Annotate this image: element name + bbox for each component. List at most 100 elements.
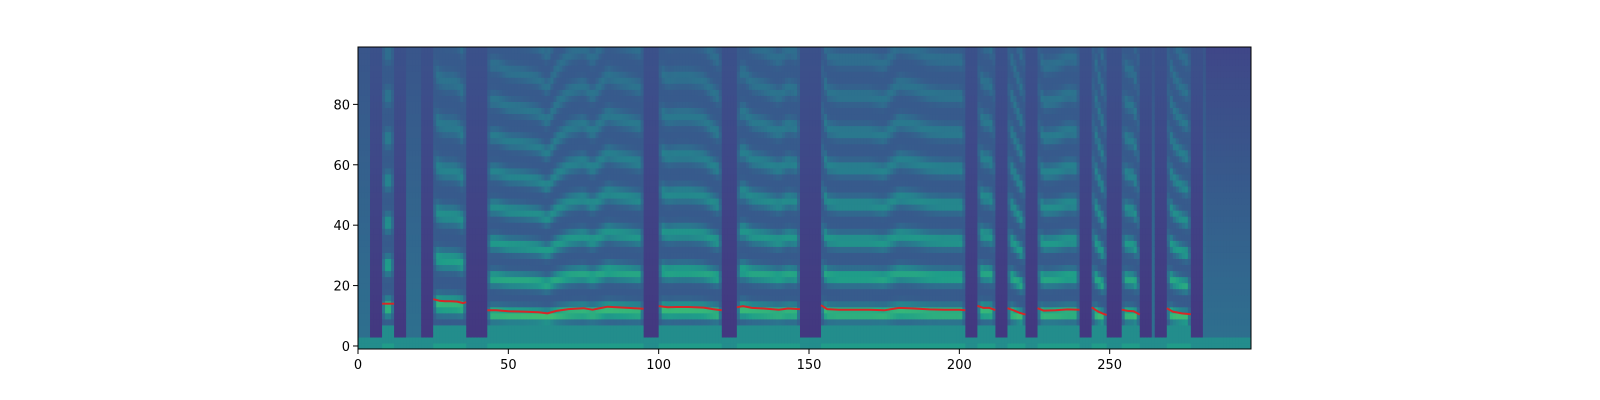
heatmap-cell: [439, 258, 443, 266]
heatmap-cell: [526, 234, 530, 241]
heatmap-cell: [391, 252, 395, 259]
heatmap-cell: [430, 173, 434, 181]
heatmap-cell: [466, 216, 470, 223]
heatmap-cell: [508, 246, 512, 253]
heatmap-cell: [442, 294, 446, 302]
heatmap-cell: [580, 306, 585, 314]
heatmap-cell: [514, 179, 518, 187]
heatmap-cell: [373, 131, 377, 139]
heatmap-cell: [562, 210, 567, 217]
heatmap-cell: [538, 185, 543, 193]
heatmap-cell: [388, 53, 392, 60]
heatmap-cell: [409, 95, 413, 102]
heatmap-cell: [433, 198, 437, 205]
heatmap-cell: [481, 294, 485, 302]
heatmap-cell: [541, 101, 546, 108]
heatmap-cell: [568, 198, 573, 205]
heatmap-cell: [490, 336, 494, 344]
heatmap-cell: [388, 131, 392, 139]
heatmap-cell: [520, 312, 524, 320]
heatmap-cell: [364, 119, 368, 127]
heatmap-cell: [370, 240, 374, 247]
heatmap-cell: [475, 252, 479, 259]
heatmap-cell: [457, 240, 461, 247]
heatmap-cell: [553, 342, 558, 349]
heatmap-cell: [379, 65, 383, 72]
heatmap-cell: [439, 324, 443, 332]
heatmap-cell: [454, 77, 458, 84]
heatmap-cell: [427, 59, 431, 66]
heatmap-cell: [454, 53, 458, 60]
heatmap-cell: [424, 179, 428, 187]
heatmap-cell: [496, 137, 500, 145]
heatmap-cell: [532, 294, 536, 302]
heatmap-cell: [475, 89, 479, 96]
heatmap-cell: [358, 276, 362, 284]
heatmap-cell: [457, 107, 461, 115]
heatmap-cell: [379, 143, 383, 151]
heatmap-cell: [586, 113, 591, 121]
heatmap-cell: [502, 47, 506, 54]
heatmap-cell: [505, 155, 509, 163]
heatmap-cell: [424, 101, 428, 108]
heatmap-cell: [373, 240, 377, 247]
heatmap-cell: [436, 318, 440, 326]
heatmap-cell: [370, 155, 374, 163]
heatmap-cell: [478, 330, 482, 338]
heatmap-cell: [361, 185, 365, 193]
heatmap-cell: [472, 288, 476, 296]
heatmap-cell: [439, 342, 443, 349]
heatmap-cell: [454, 240, 458, 247]
heatmap-cell: [586, 47, 591, 54]
heatmap-cell: [574, 270, 579, 278]
heatmap-cell: [406, 95, 410, 102]
heatmap-cell: [526, 167, 530, 175]
heatmap-cell: [391, 282, 395, 290]
heatmap-cell: [517, 89, 521, 96]
heatmap-cell: [469, 95, 473, 102]
heatmap-cell: [520, 77, 524, 84]
heatmap-cell: [454, 155, 458, 163]
heatmap-cell: [469, 234, 473, 241]
heatmap-cell: [532, 65, 536, 72]
heatmap-cell: [568, 342, 573, 349]
heatmap-cell: [577, 318, 582, 326]
heatmap-cell: [538, 276, 543, 284]
heatmap-cell: [493, 258, 497, 266]
heatmap-cell: [448, 125, 452, 133]
heatmap-cell: [376, 246, 380, 253]
heatmap-cell: [439, 330, 443, 338]
heatmap-cell: [463, 143, 467, 151]
heatmap-cell: [565, 155, 570, 163]
heatmap-cell: [550, 101, 555, 108]
heatmap-cell: [511, 59, 515, 66]
heatmap-cell: [376, 270, 380, 278]
heatmap-cell: [421, 131, 425, 139]
heatmap-cell: [472, 312, 476, 320]
heatmap-cell: [526, 336, 530, 344]
heatmap-cell: [463, 234, 467, 241]
heatmap-cell: [523, 318, 527, 326]
heatmap-cell: [559, 143, 564, 151]
heatmap-cell: [397, 173, 401, 181]
heatmap-cell: [433, 318, 437, 326]
heatmap-cell: [406, 53, 410, 60]
heatmap-cell: [553, 113, 558, 121]
heatmap-cell: [490, 155, 494, 163]
heatmap-cell: [409, 270, 413, 278]
heatmap-cell: [469, 125, 473, 133]
heatmap-cell: [472, 65, 476, 72]
heatmap-cell: [523, 89, 527, 96]
heatmap-cell: [463, 179, 467, 187]
heatmap-cell: [574, 336, 579, 344]
heatmap-cell: [418, 240, 422, 247]
heatmap-cell: [499, 204, 503, 211]
heatmap-cell: [541, 191, 546, 199]
heatmap-cell: [445, 179, 449, 187]
heatmap-cell: [448, 198, 452, 205]
heatmap-cell: [391, 149, 395, 157]
heatmap-cell: [448, 342, 452, 349]
heatmap-cell: [457, 83, 461, 90]
heatmap-cell: [520, 149, 524, 157]
heatmap-cell: [490, 204, 494, 211]
